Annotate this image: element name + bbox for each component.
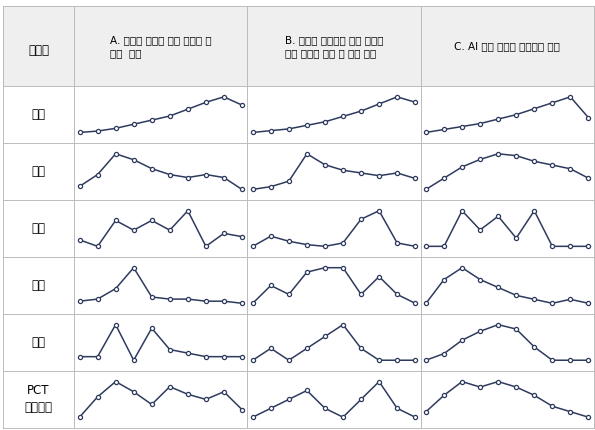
Text: 한국: 한국	[32, 222, 46, 235]
Text: 미국: 미국	[32, 165, 46, 178]
Text: C. AI 기반 하굿둑 통합운영 기술: C. AI 기반 하굿둑 통합운영 기술	[454, 41, 560, 51]
Text: 유럽: 유럽	[32, 336, 46, 349]
Text: 일본: 일본	[32, 279, 46, 292]
Text: 특허청: 특허청	[28, 44, 49, 57]
Text: PCT
국제출원: PCT 국제출원	[24, 384, 52, 415]
Text: 중국: 중국	[32, 108, 46, 121]
Text: A. 양방향 통수를 위한 하굿둑 구
조물  기술: A. 양방향 통수를 위한 하굿둑 구 조물 기술	[110, 35, 212, 58]
Text: B. 하굿둑 자율운영 방법 개발을
위한 데이터 확보 및 분석 기술: B. 하굿둑 자율운영 방법 개발을 위한 데이터 확보 및 분석 기술	[285, 35, 383, 58]
